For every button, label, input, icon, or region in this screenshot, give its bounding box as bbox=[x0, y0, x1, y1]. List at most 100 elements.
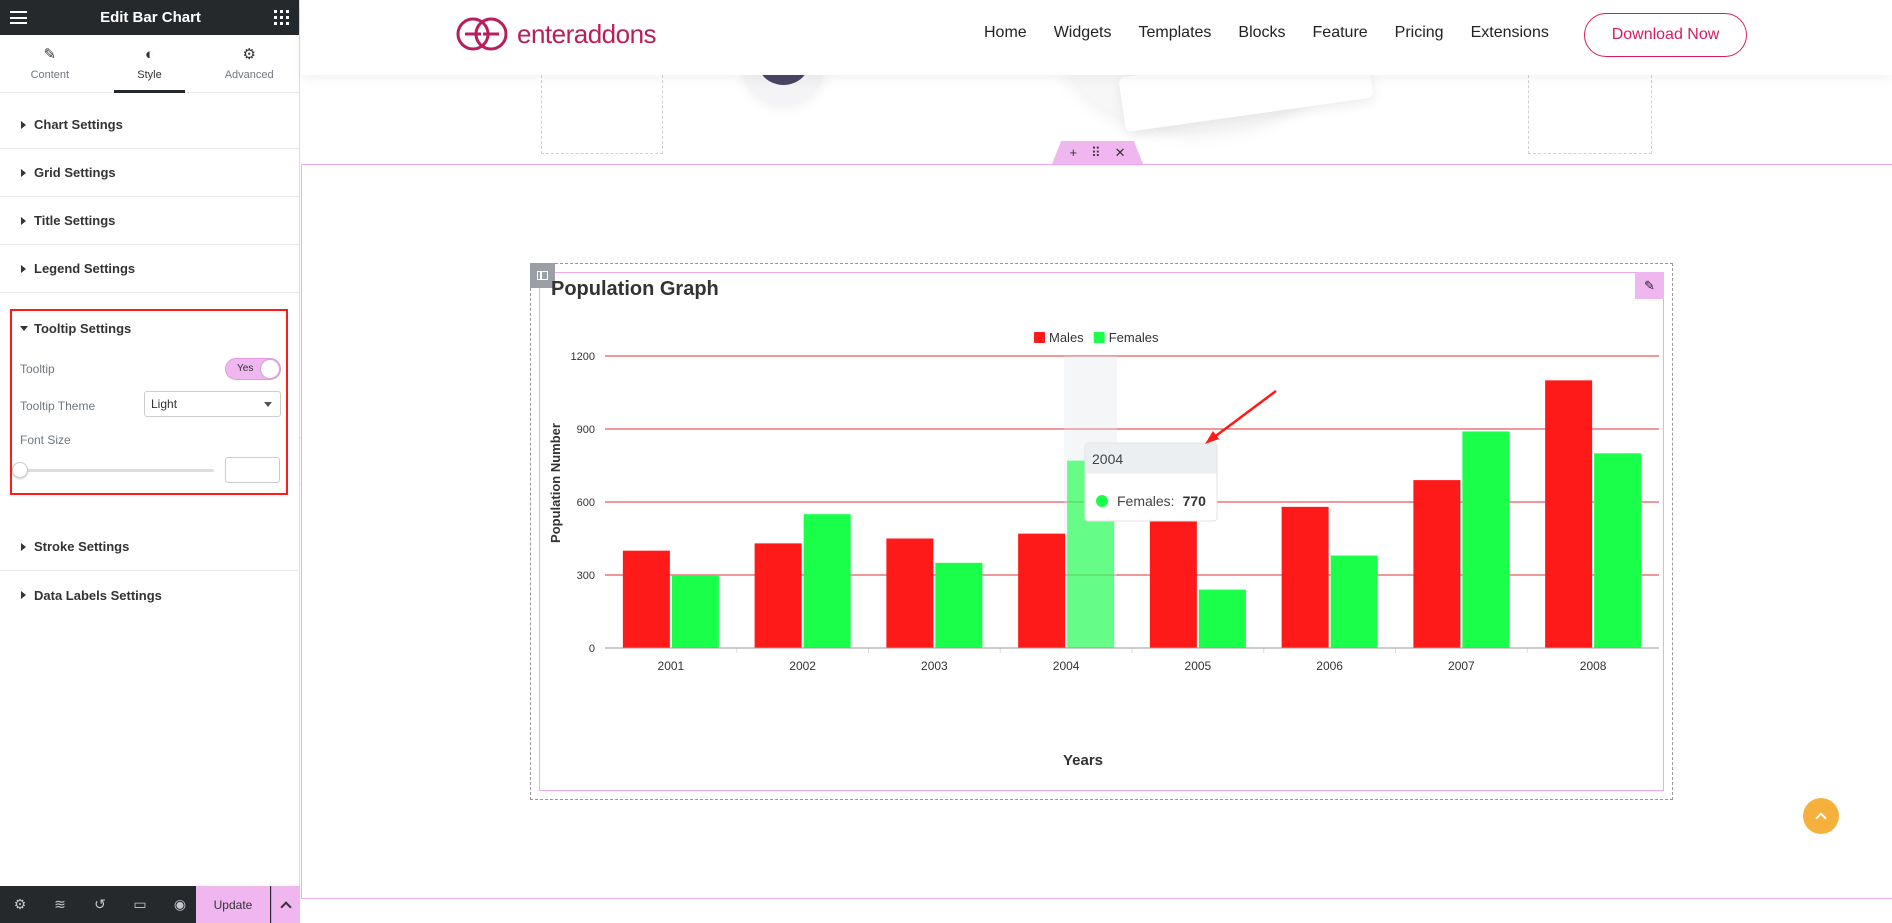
x-tick-label: 2003 bbox=[921, 659, 948, 673]
layers-icon[interactable]: ≋ bbox=[54, 896, 66, 912]
edit-widget-button[interactable]: ✎ bbox=[1635, 272, 1664, 299]
x-tick-label: 2006 bbox=[1316, 659, 1343, 673]
section-handle[interactable]: + ⠿ ✕ bbox=[1052, 141, 1143, 164]
nav-item-blocks[interactable]: Blocks bbox=[1238, 24, 1286, 41]
tooltip-label: Females: bbox=[1117, 493, 1175, 509]
logo-text: enteraddons bbox=[517, 18, 657, 49]
panel-title: Edit Bar Chart bbox=[100, 9, 201, 26]
x-tick-label: 2002 bbox=[789, 659, 816, 673]
chart-legend: Males Females bbox=[1034, 330, 1159, 345]
tooltip-theme-select[interactable]: Light bbox=[144, 391, 281, 417]
column-handle[interactable] bbox=[530, 263, 555, 288]
font-size-input[interactable] bbox=[225, 457, 280, 483]
section-border-bottom bbox=[301, 898, 1892, 899]
tooltip-settings-section: Tooltip Settings Tooltip Yes Tooltip The… bbox=[10, 309, 288, 495]
section-label: Data Labels Settings bbox=[34, 587, 162, 603]
gear-icon[interactable]: ⚙ bbox=[13, 896, 27, 912]
update-options-button[interactable] bbox=[271, 886, 300, 923]
column-icon bbox=[537, 271, 548, 280]
nav-item-extensions[interactable]: Extensions bbox=[1470, 24, 1549, 41]
tab-advanced[interactable]: ⚙ Advanced bbox=[199, 35, 299, 92]
x-tick-label: 2004 bbox=[1053, 659, 1080, 673]
bar-chart: Population Graph Males Females 2001 2002 20… bbox=[548, 278, 1659, 769]
apps-grid-icon[interactable] bbox=[273, 10, 289, 25]
section-legend-settings[interactable]: Legend Settings bbox=[0, 245, 299, 293]
bar-females bbox=[1330, 555, 1378, 648]
section-tooltip-settings[interactable]: Tooltip Settings bbox=[20, 321, 131, 336]
contrast-icon: ◐ bbox=[144, 45, 155, 63]
tooltip-label: Tooltip bbox=[20, 362, 55, 376]
menu-icon[interactable] bbox=[10, 11, 27, 24]
caret-right-icon bbox=[21, 542, 26, 551]
tooltip-marker bbox=[1096, 495, 1108, 507]
legend-swatch bbox=[1093, 332, 1105, 343]
bar-males bbox=[1545, 380, 1593, 648]
chart-tooltip: 2004 Females: 770 bbox=[1084, 442, 1218, 522]
section-border-top bbox=[301, 164, 1892, 165]
section-grid-settings[interactable]: Grid Settings bbox=[0, 149, 299, 197]
nav-item-feature[interactable]: Feature bbox=[1312, 24, 1368, 41]
chevron-down-icon bbox=[264, 402, 272, 407]
drag-icon[interactable]: ⠿ bbox=[1091, 144, 1101, 160]
nav-item-home[interactable]: Home bbox=[984, 24, 1027, 41]
x-tick-label: 2001 bbox=[658, 659, 685, 673]
font-size-slider-handle[interactable] bbox=[12, 462, 28, 478]
bar-females bbox=[935, 562, 983, 648]
arrow-line bbox=[1212, 389, 1277, 440]
responsive-icon[interactable]: ▭ bbox=[133, 896, 147, 912]
scroll-to-top-button[interactable] bbox=[1803, 798, 1839, 834]
caret-down-icon bbox=[20, 326, 28, 331]
legend-label: Females bbox=[1109, 330, 1159, 345]
font-size-label: Font Size bbox=[20, 433, 71, 447]
tab-style[interactable]: ◐ Style bbox=[100, 35, 200, 93]
eye-icon[interactable]: ◉ bbox=[173, 896, 187, 912]
chevron-up-icon bbox=[280, 900, 292, 913]
download-now-button[interactable]: Download Now bbox=[1584, 13, 1747, 57]
x-axis-label: Years bbox=[1063, 752, 1103, 769]
y-tick-label: 1200 bbox=[571, 351, 595, 363]
nav-item-pricing[interactable]: Pricing bbox=[1394, 24, 1444, 41]
pencil-icon: ✎ bbox=[43, 45, 57, 63]
section-label: Stroke Settings bbox=[34, 539, 130, 554]
y-tick-label: 600 bbox=[577, 497, 595, 509]
tooltip-toggle[interactable]: Yes bbox=[225, 358, 281, 380]
close-icon[interactable]: ✕ bbox=[1114, 144, 1126, 160]
y-axis-ticks: 0 300 600 900 1200 bbox=[571, 351, 595, 655]
section-data-labels-settings[interactable]: Data Labels Settings bbox=[0, 571, 300, 619]
panel-footer: ⚙ ≋ ↺ ▭ ◉ Update bbox=[0, 886, 300, 923]
nav-item-widgets[interactable]: Widgets bbox=[1053, 24, 1112, 41]
toggle-knob bbox=[261, 360, 279, 378]
arrow-head bbox=[1205, 431, 1219, 444]
caret-right-icon bbox=[21, 264, 26, 273]
caret-right-icon bbox=[21, 216, 26, 225]
legend-label: Males bbox=[1049, 330, 1084, 345]
pencil-icon: ✎ bbox=[1644, 277, 1655, 293]
legend-swatch bbox=[1034, 332, 1045, 343]
editor-panel: Edit Bar Chart ✎ Content ◐ Style ⚙ Advan… bbox=[0, 0, 300, 923]
caret-right-icon bbox=[21, 168, 26, 177]
x-tick-label: 2007 bbox=[1448, 659, 1475, 673]
bar-females bbox=[1462, 431, 1510, 648]
bar-males bbox=[1413, 480, 1461, 648]
font-size-slider[interactable] bbox=[20, 469, 214, 472]
bar-males bbox=[754, 543, 802, 648]
section-label: Title Settings bbox=[34, 213, 116, 228]
section-stroke-settings[interactable]: Stroke Settings bbox=[0, 523, 300, 571]
section-title-settings[interactable]: Title Settings bbox=[0, 197, 299, 245]
site-logo[interactable]: enteraddons bbox=[455, 16, 657, 52]
section-chart-settings[interactable]: Chart Settings bbox=[0, 101, 299, 149]
caret-right-icon bbox=[21, 591, 26, 599]
site-header: enteraddons Home Widgets Templates Block… bbox=[301, 0, 1892, 75]
widget-wrapper bbox=[530, 263, 1673, 800]
bar-females bbox=[1198, 589, 1246, 648]
update-button[interactable]: Update bbox=[196, 886, 270, 923]
bar-females bbox=[1594, 453, 1642, 648]
add-icon[interactable]: + bbox=[1069, 145, 1078, 160]
nav-item-templates[interactable]: Templates bbox=[1138, 24, 1212, 41]
tooltip-header-bg bbox=[1085, 443, 1217, 474]
tab-content[interactable]: ✎ Content bbox=[0, 35, 100, 92]
tooltip-value: 770 bbox=[1183, 493, 1207, 509]
main-nav: Home Widgets Templates Blocks Feature Pr… bbox=[984, 24, 1576, 42]
select-value: Light bbox=[151, 397, 178, 411]
history-icon[interactable]: ↺ bbox=[94, 896, 106, 912]
